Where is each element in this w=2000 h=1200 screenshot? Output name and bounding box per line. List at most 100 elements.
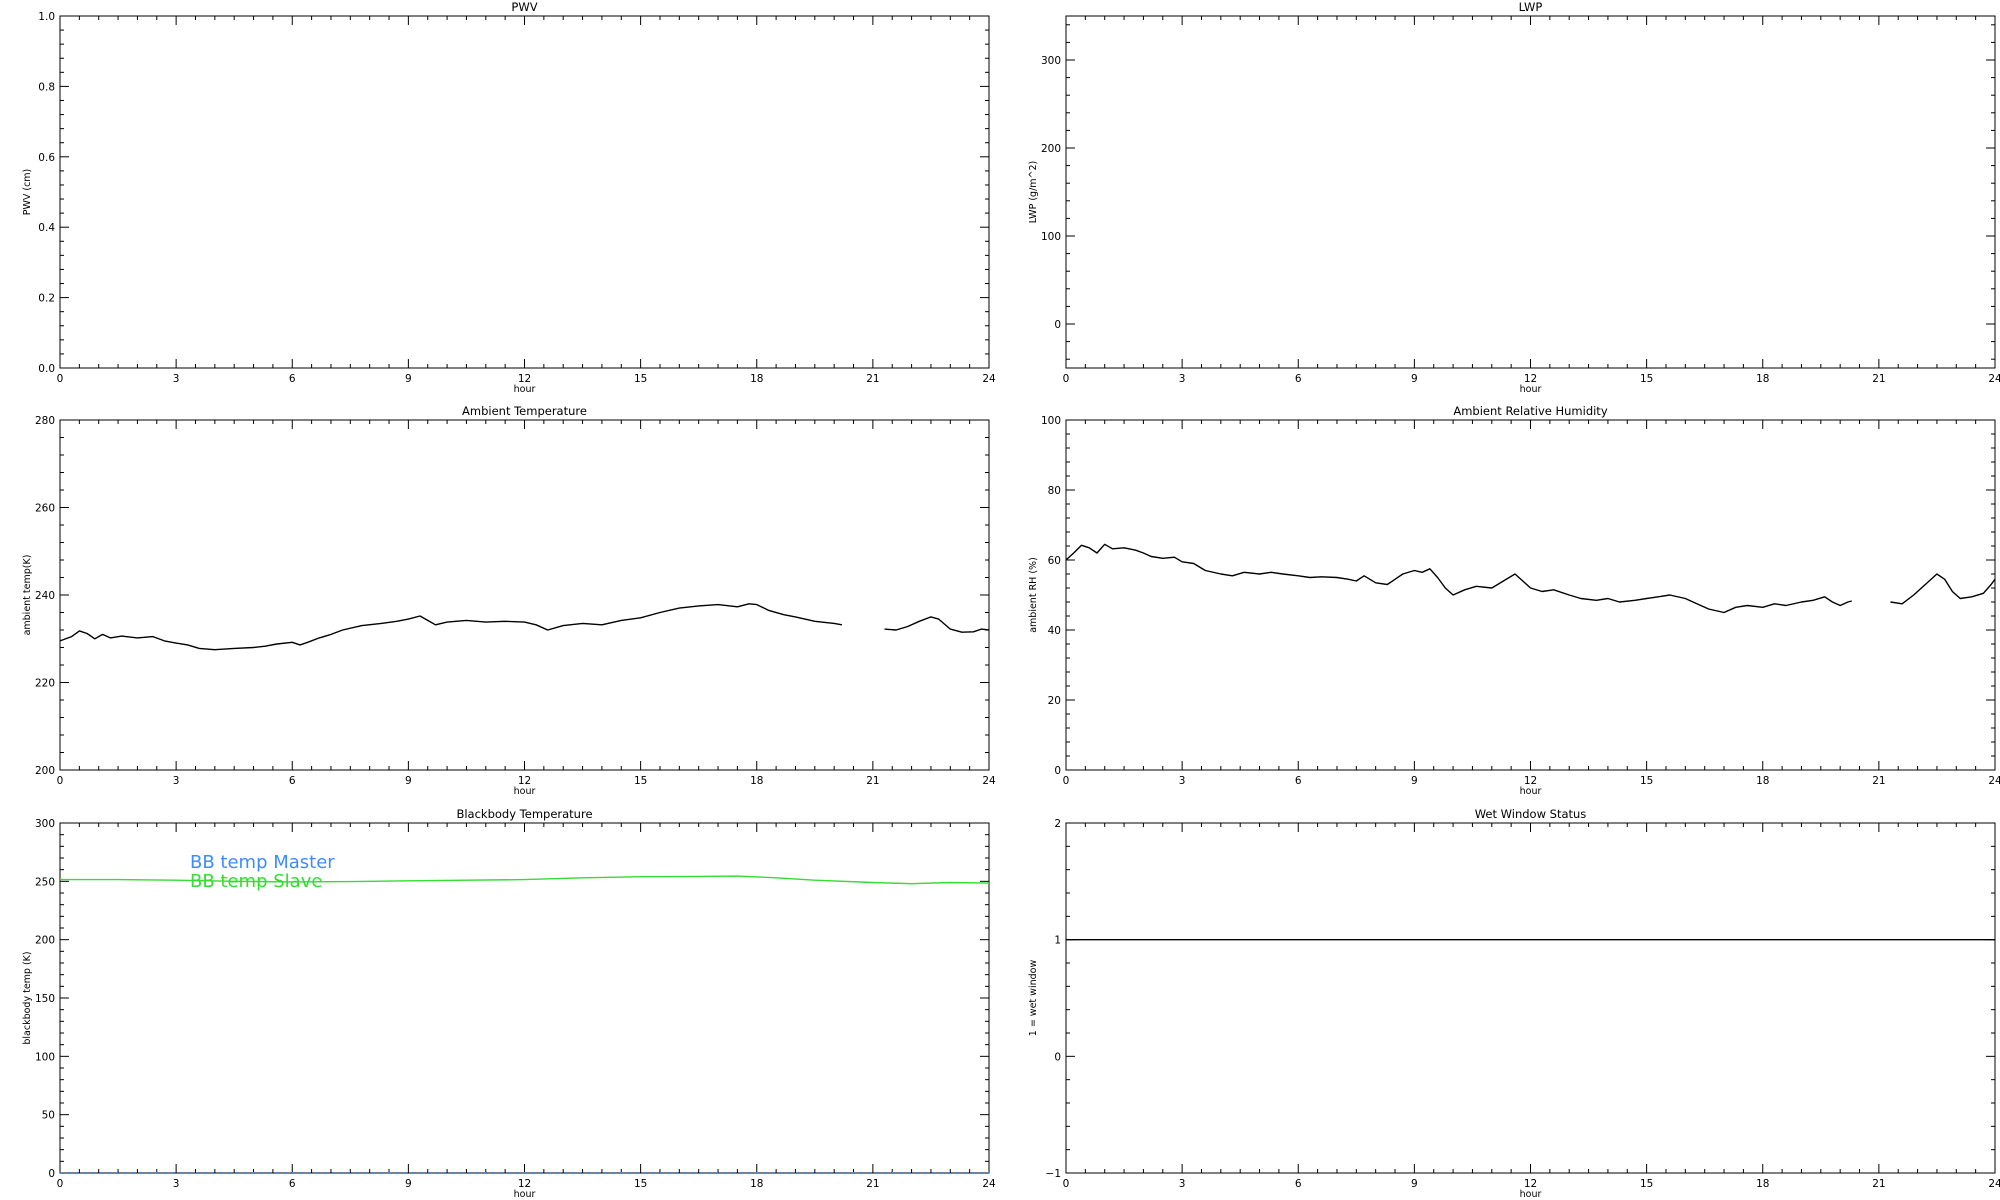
y-tick-label: 250	[35, 876, 55, 888]
y-tick-label: −1	[1046, 1168, 1061, 1180]
x-tick-label: 21	[1872, 775, 1885, 787]
y-tick-label: 0.0	[38, 363, 55, 375]
plot-frame	[1065, 419, 1996, 771]
x-tick-label: 24	[982, 775, 996, 787]
x-tick-label: 18	[1756, 775, 1769, 787]
x-tick-label: 3	[1179, 1178, 1186, 1190]
x-tick-label: 24	[1988, 373, 2000, 385]
x-tick-label: 6	[289, 373, 296, 385]
plot-frame	[1065, 822, 1996, 1174]
series-line	[1065, 543, 1852, 614]
x-tick-label: 6	[1295, 775, 1302, 787]
x-tick-label: 3	[173, 775, 180, 787]
x-tick-label: 24	[982, 1178, 996, 1190]
y-tick-label: 0.2	[38, 293, 55, 305]
x-tick-label: 6	[1295, 1178, 1302, 1190]
y-tick-label: 100	[1041, 231, 1061, 243]
plot-frame	[59, 15, 990, 369]
y-tick-label: 240	[35, 590, 55, 602]
y-tick-label: 2	[1054, 818, 1061, 830]
legend-entry: BB temp Slave	[190, 871, 322, 892]
y-axis-label: LWP (g/m^2)	[1028, 161, 1039, 223]
legend-entry: BB temp Master	[190, 852, 335, 873]
x-tick-label: 18	[1756, 1178, 1769, 1190]
x-tick-label: 24	[1988, 1178, 2000, 1190]
x-tick-label: 3	[1179, 775, 1186, 787]
x-tick-label: 0	[1063, 373, 1070, 385]
y-tick-label: 100	[35, 1051, 55, 1063]
y-tick-label: 20	[1048, 695, 1061, 707]
panel-pwv: PWV 0 3 6 9 12 15 18 21 24 hour 0.0 0.2 0.4 0.6 0.8 1.0 P…	[22, 0, 996, 395]
x-tick-label: 15	[1640, 373, 1653, 385]
chart-title: PWV	[511, 0, 537, 14]
y-tick-label: 300	[1041, 55, 1061, 67]
x-tick-label: 21	[1872, 1178, 1885, 1190]
x-tick-label: 9	[405, 1178, 412, 1190]
y-tick-label: 0.8	[38, 81, 55, 93]
y-axis-label: ambient RH (%)	[1028, 557, 1039, 633]
x-tick-label: 0	[1063, 775, 1070, 787]
x-tick-label: 15	[1640, 1178, 1653, 1190]
y-tick-label: 0	[48, 1168, 55, 1180]
y-tick-label: 300	[35, 818, 55, 830]
y-tick-label: 150	[35, 993, 55, 1005]
x-tick-label: 0	[57, 1178, 64, 1190]
x-tick-label: 6	[1295, 373, 1302, 385]
panel-bb: Blackbody Temperature 0 3 6 9 12 15 18 21 24 hour 0…	[22, 807, 996, 1200]
x-axis-label: hour	[514, 384, 536, 395]
x-tick-label: 12	[518, 775, 531, 787]
y-axis-label: blackbody temp (K)	[22, 951, 33, 1044]
series-line	[60, 875, 990, 885]
x-tick-label: 9	[1411, 1178, 1418, 1190]
x-tick-label: 18	[750, 775, 763, 787]
y-axis-label: 1 = wet window	[1028, 960, 1039, 1037]
y-tick-label: 200	[1041, 143, 1061, 155]
x-axis-label: hour	[1520, 1189, 1542, 1200]
panel-temp: Ambient Temperature 0 3 6 9 12 15 18 21 24 hour 200…	[22, 404, 996, 797]
x-tick-label: 0	[1063, 1178, 1070, 1190]
y-tick-label: 0.6	[38, 152, 55, 164]
x-tick-label: 21	[866, 1178, 879, 1190]
x-tick-label: 12	[518, 373, 531, 385]
x-tick-label: 15	[634, 775, 647, 787]
x-tick-label: 3	[173, 1178, 180, 1190]
x-axis-label: hour	[1520, 384, 1542, 395]
y-tick-label: 200	[35, 935, 55, 947]
series-line	[884, 616, 990, 633]
y-tick-label: 0	[1054, 765, 1061, 777]
x-axis-label: hour	[514, 786, 536, 797]
x-tick-label: 15	[1640, 775, 1653, 787]
x-tick-label: 24	[982, 373, 996, 385]
x-tick-label: 9	[1411, 775, 1418, 787]
chart-title: Ambient Temperature	[462, 404, 587, 418]
x-tick-label: 3	[173, 373, 180, 385]
chart-title: Wet Window Status	[1475, 807, 1587, 821]
y-tick-label: 60	[1048, 555, 1061, 567]
series-line	[59, 603, 843, 651]
chart-title: Ambient Relative Humidity	[1453, 404, 1607, 418]
series-line	[1890, 573, 1996, 605]
y-tick-label: 280	[35, 415, 55, 427]
x-tick-label: 18	[1756, 373, 1769, 385]
x-axis-label: hour	[514, 1189, 536, 1200]
y-tick-label: 0	[1054, 319, 1061, 331]
y-tick-label: 0.4	[38, 222, 55, 234]
x-tick-label: 12	[1524, 1178, 1537, 1190]
y-tick-label: 200	[35, 765, 55, 777]
y-tick-label: 1	[1054, 935, 1061, 947]
chart-title: Blackbody Temperature	[456, 807, 592, 821]
y-tick-label: 40	[1048, 625, 1061, 637]
x-axis-label: hour	[1520, 786, 1542, 797]
panel-lwp: LWP 0 3 6 9 12 15 18 21 24 hour 0 100 200 300 LWP (g/m^…	[1028, 0, 2000, 395]
x-tick-label: 18	[750, 1178, 763, 1190]
x-tick-label: 6	[289, 775, 296, 787]
x-tick-label: 21	[1872, 373, 1885, 385]
x-tick-label: 6	[289, 1178, 296, 1190]
y-tick-label: 100	[1041, 415, 1061, 427]
x-tick-label: 12	[1524, 373, 1537, 385]
x-tick-label: 12	[518, 1178, 531, 1190]
panel-rh: Ambient Relative Humidity 0 3 6 9 12 15 18 21 24 h…	[1028, 404, 2000, 797]
x-tick-label: 0	[57, 373, 64, 385]
y-tick-label: 260	[35, 503, 55, 515]
